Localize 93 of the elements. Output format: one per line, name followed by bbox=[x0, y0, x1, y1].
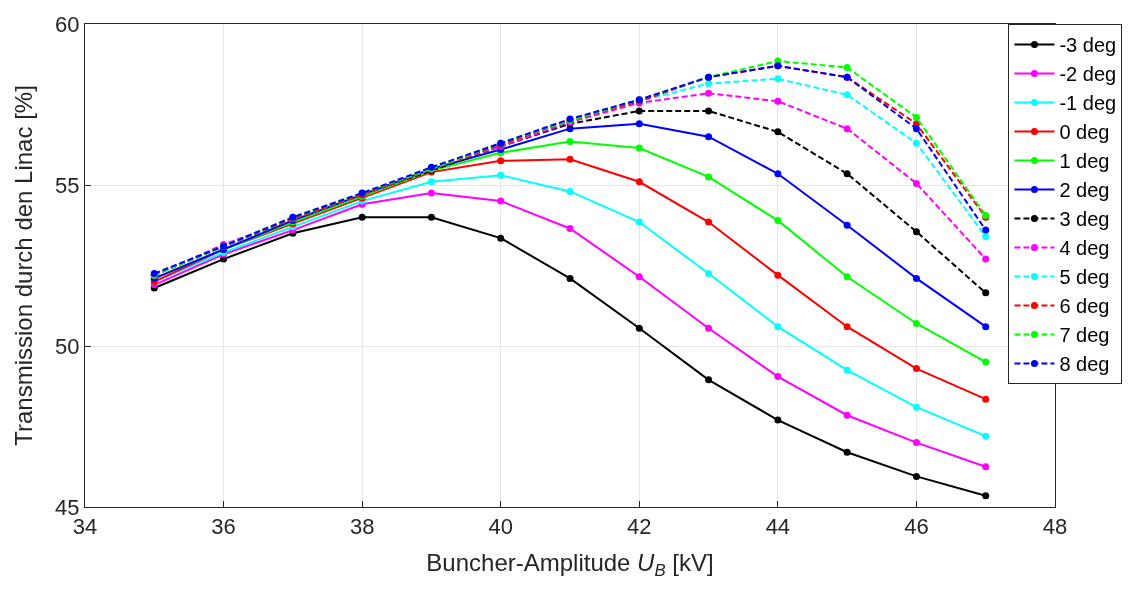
x-tick-label: 44 bbox=[765, 514, 791, 540]
point bbox=[497, 234, 505, 242]
point bbox=[982, 226, 990, 234]
point bbox=[982, 233, 990, 241]
point bbox=[705, 80, 713, 88]
point bbox=[912, 472, 920, 480]
point bbox=[982, 463, 990, 471]
x-tick-label: 42 bbox=[627, 514, 652, 540]
point bbox=[705, 376, 713, 384]
legend-label: 0 deg bbox=[1059, 121, 1110, 144]
point bbox=[635, 107, 643, 115]
point bbox=[912, 228, 920, 236]
point bbox=[982, 323, 990, 331]
point bbox=[705, 89, 713, 97]
point bbox=[705, 133, 713, 141]
point bbox=[427, 189, 435, 197]
legend-label: 7 deg bbox=[1059, 324, 1110, 347]
point bbox=[774, 75, 782, 83]
point bbox=[705, 270, 713, 278]
point bbox=[427, 213, 435, 221]
point bbox=[912, 113, 920, 121]
point bbox=[705, 107, 713, 115]
y-tick-label: 50 bbox=[55, 333, 80, 359]
point bbox=[912, 179, 920, 187]
point bbox=[427, 178, 435, 186]
point bbox=[912, 319, 920, 327]
point bbox=[774, 97, 782, 105]
point bbox=[497, 157, 505, 165]
point bbox=[635, 218, 643, 226]
point bbox=[912, 274, 920, 282]
x-tick-label: 40 bbox=[488, 514, 513, 540]
point bbox=[843, 63, 851, 71]
point bbox=[497, 171, 505, 179]
point bbox=[774, 216, 782, 224]
point bbox=[774, 373, 782, 381]
point bbox=[705, 324, 713, 332]
point bbox=[843, 448, 851, 456]
point bbox=[635, 120, 643, 128]
point bbox=[843, 411, 851, 419]
point bbox=[912, 139, 920, 147]
point bbox=[358, 213, 366, 221]
point bbox=[774, 416, 782, 424]
legend-label: 5 deg bbox=[1059, 266, 1110, 289]
legend-label: -1 deg bbox=[1059, 92, 1117, 115]
legend-label: 3 deg bbox=[1059, 208, 1110, 231]
point bbox=[912, 125, 920, 133]
point bbox=[497, 197, 505, 205]
legend-label: -3 deg bbox=[1059, 34, 1117, 57]
point bbox=[566, 138, 574, 146]
point bbox=[912, 403, 920, 411]
point bbox=[566, 187, 574, 195]
point bbox=[566, 224, 574, 232]
point bbox=[843, 273, 851, 281]
x-tick-label: 48 bbox=[1042, 514, 1068, 540]
point bbox=[982, 289, 990, 297]
point bbox=[912, 365, 920, 373]
y-axis-title: Transmission durch den Linac [%] bbox=[10, 85, 38, 446]
legend-label: 2 deg bbox=[1059, 179, 1110, 202]
point bbox=[982, 395, 990, 403]
x-axis-title: Buncher-Amplitude U$_{B}$ [kV] bbox=[426, 548, 714, 580]
x-tick-label: 38 bbox=[349, 514, 375, 540]
point bbox=[635, 178, 643, 186]
point bbox=[566, 274, 574, 282]
legend-label: 8 deg bbox=[1059, 353, 1110, 376]
point bbox=[705, 173, 713, 181]
point bbox=[843, 366, 851, 374]
point bbox=[982, 255, 990, 263]
legend-label: -2 deg bbox=[1059, 63, 1117, 86]
point bbox=[774, 271, 782, 279]
point bbox=[705, 218, 713, 226]
legend-label: 4 deg bbox=[1059, 237, 1110, 260]
point bbox=[635, 324, 643, 332]
point bbox=[843, 170, 851, 178]
point bbox=[566, 155, 574, 163]
point bbox=[635, 273, 643, 281]
y-tick-label: 60 bbox=[55, 11, 80, 37]
point bbox=[982, 432, 990, 440]
legend-label: 1 deg bbox=[1059, 150, 1110, 173]
point bbox=[843, 125, 851, 133]
point bbox=[843, 221, 851, 229]
point bbox=[774, 128, 782, 136]
point bbox=[982, 492, 990, 500]
point bbox=[774, 170, 782, 178]
point bbox=[843, 91, 851, 99]
point bbox=[843, 323, 851, 331]
x-tick-label: 36 bbox=[211, 514, 236, 540]
point bbox=[912, 439, 920, 447]
legend-label: 6 deg bbox=[1059, 295, 1110, 318]
point bbox=[635, 144, 643, 152]
point bbox=[982, 358, 990, 366]
y-tick-label: 55 bbox=[55, 172, 80, 198]
x-tick-label: 46 bbox=[904, 514, 929, 540]
point bbox=[774, 323, 782, 331]
